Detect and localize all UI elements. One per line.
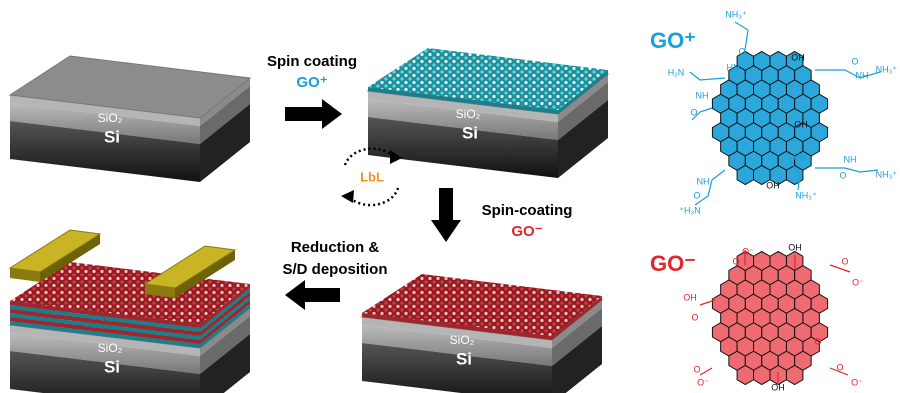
- step-reagent: GO⁺: [296, 74, 327, 91]
- group-label: O: [851, 56, 858, 66]
- ring: [737, 366, 753, 385]
- step-label: Reduction &: [291, 239, 379, 256]
- group-label: NH₃⁺: [876, 64, 898, 74]
- step-label: S/D deposition: [283, 261, 388, 278]
- group-label: OH: [794, 119, 808, 129]
- arrow-right: [285, 99, 342, 129]
- group-label: HN: [727, 62, 740, 72]
- group-label: O: [693, 190, 700, 200]
- molecule-title: GO⁺: [650, 28, 696, 53]
- group-label: OH: [788, 242, 802, 252]
- group-label: NH₃⁺: [795, 190, 817, 200]
- group-label: OH: [683, 292, 697, 302]
- ring: [786, 366, 802, 385]
- group-label: O: [690, 107, 697, 117]
- group-label: O⁻: [852, 277, 864, 287]
- step-reagent: GO⁻: [511, 223, 542, 240]
- step-label: Spin-coating: [482, 202, 573, 219]
- group-label: NH: [697, 176, 710, 186]
- silicon-label: Si: [104, 357, 120, 376]
- side-group: [700, 368, 712, 375]
- oxide-label: SiO₂: [450, 333, 475, 347]
- cycle-head: [341, 190, 354, 203]
- group-label: O⁻: [851, 377, 863, 387]
- group-label: ⁺H₃N: [679, 205, 700, 215]
- ring: [754, 366, 770, 385]
- silicon-label: Si: [462, 123, 478, 142]
- group-label: O: [691, 312, 698, 322]
- arrow-left: [285, 280, 340, 310]
- silicon-label: Si: [456, 349, 472, 368]
- oxide-label: SiO₂: [456, 107, 481, 121]
- oxide-label: SiO₂: [98, 341, 123, 355]
- group-label: O⁻: [697, 377, 709, 387]
- group-label: O: [738, 46, 745, 56]
- group-label: O: [814, 336, 821, 346]
- group-label: O: [732, 256, 739, 266]
- oxide-label: SiO₂: [98, 111, 123, 125]
- group-label: OH: [771, 382, 785, 392]
- group-label: NH₃⁺: [876, 169, 898, 179]
- group-label: OH: [791, 52, 805, 62]
- group-label: O: [836, 362, 843, 372]
- group-label: HN: [794, 151, 807, 161]
- cycle-arrow: [348, 188, 398, 205]
- silicon-label: Si: [104, 127, 120, 146]
- group-label: O⁻: [742, 246, 754, 256]
- ring: [737, 166, 753, 185]
- group-label: O: [693, 364, 700, 374]
- group-label: NH: [696, 90, 709, 100]
- arrow-down: [431, 188, 461, 242]
- molecule-title: GO⁻: [650, 251, 696, 276]
- group-label: NH: [844, 154, 857, 164]
- group-label: O: [839, 170, 846, 180]
- step-label: Spin coating: [267, 53, 357, 70]
- diagram: SiO₂ Si SiO₂ Si SiO₂ Si SiO₂ Si LbL Spin coating G…: [0, 0, 900, 393]
- group-label: NH: [856, 70, 869, 80]
- group-label: NH₃⁺: [725, 9, 747, 19]
- cycle-label: LbL: [360, 169, 384, 184]
- group-label: O: [841, 256, 848, 266]
- group-label: H₂N: [668, 67, 685, 77]
- side-chain: [690, 72, 725, 80]
- side-chain: [815, 70, 880, 78]
- group-label: OH: [766, 180, 780, 190]
